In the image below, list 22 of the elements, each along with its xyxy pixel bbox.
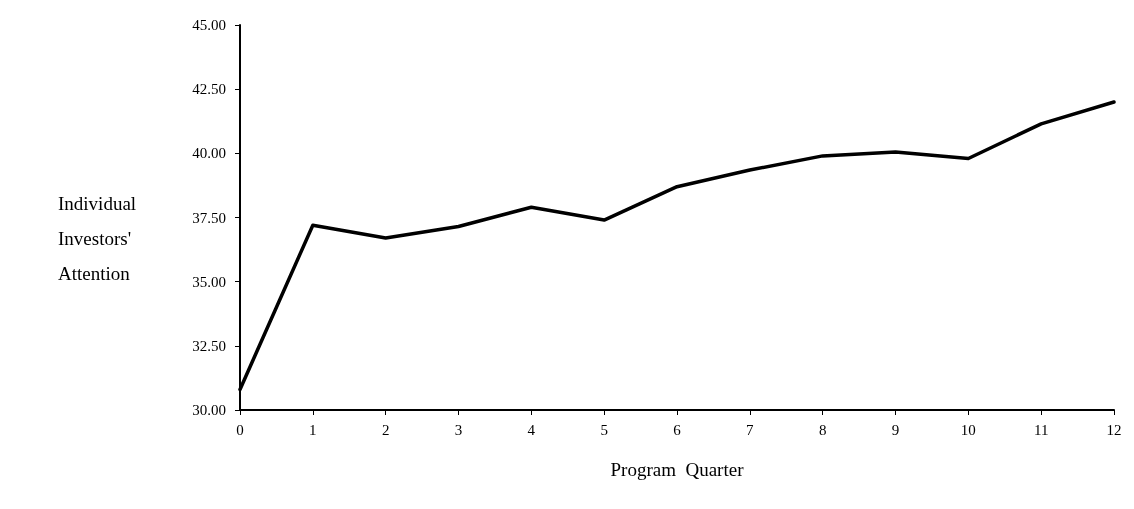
- y-tick-label: 40.00: [192, 145, 226, 162]
- y-tick-label: 42.50: [192, 81, 226, 98]
- x-tick-label: 4: [527, 421, 536, 438]
- x-tick-label: 3: [454, 421, 463, 438]
- x-tick-label: 8: [818, 421, 827, 438]
- x-tick-label: 1: [309, 421, 317, 438]
- y-tick-label: 37.50: [192, 209, 226, 226]
- y-axis-title: Individual Investors' Attention: [58, 193, 141, 284]
- x-tick-label: 11: [1033, 421, 1049, 438]
- x-tick-label: 12: [1106, 421, 1122, 438]
- x-tick-label: 10: [960, 421, 976, 438]
- y-tick-label: 30.00: [192, 402, 226, 418]
- x-tick-label: 5: [600, 421, 608, 438]
- x-tick-label: 0: [236, 421, 244, 438]
- x-tick-label: 9: [891, 421, 900, 438]
- x-tick-label: 6: [673, 421, 682, 438]
- x-tick-label: 7: [746, 421, 755, 438]
- x-axis-title: Program Quarter: [610, 459, 745, 480]
- y-tick-label: 32.50: [192, 337, 226, 354]
- y-tick-label: 45.00: [192, 17, 226, 33]
- y-tick-label: 35.00: [192, 273, 226, 290]
- x-tick-label: 2: [381, 421, 390, 438]
